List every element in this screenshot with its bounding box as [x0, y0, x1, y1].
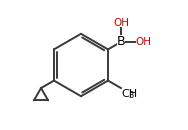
Text: OH: OH	[113, 18, 129, 28]
Text: B: B	[117, 35, 125, 48]
Text: 3: 3	[128, 92, 133, 100]
Text: OH: OH	[135, 37, 151, 47]
Text: CH: CH	[121, 89, 137, 99]
